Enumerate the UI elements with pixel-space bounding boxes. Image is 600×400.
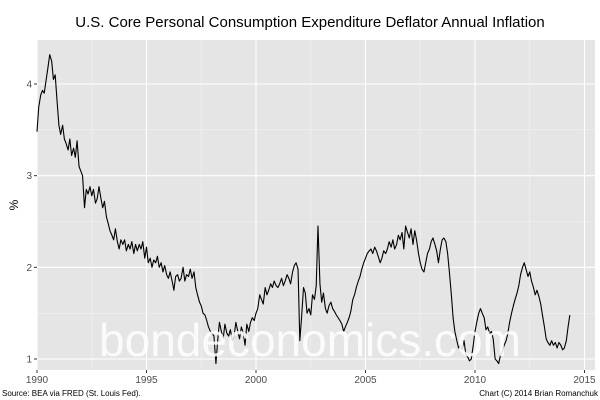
watermark-text: bondeconomics.com	[99, 314, 521, 366]
y-tick-label: 1	[26, 355, 32, 366]
chart-title: U.S. Core Personal Consumption Expenditu…	[75, 14, 544, 31]
x-tick-label: 2015	[573, 375, 596, 386]
plot-panel	[37, 40, 595, 370]
x-tick-label: 1995	[135, 375, 158, 386]
y-tick-label: 2	[26, 263, 32, 274]
x-tick-labels: 1990 1995 2000 2005 2010 2015	[26, 370, 596, 386]
y-tick-label: 3	[26, 171, 32, 182]
credit-note: Chart (C) 2014 Brian Romanchuk	[479, 389, 599, 398]
source-note: Source: BEA via FRED (St. Louis Fed).	[2, 389, 141, 398]
x-tick-label: 1990	[26, 375, 49, 386]
y-tick-labels: 1 2 3 4	[26, 80, 37, 366]
series-line	[36, 54, 571, 365]
series-layer	[36, 54, 571, 365]
y-axis-label: %	[7, 199, 21, 210]
y-tick-label: 4	[26, 80, 32, 91]
x-tick-label: 2000	[245, 375, 268, 386]
x-tick-label: 2005	[354, 375, 377, 386]
x-tick-label: 2010	[464, 375, 487, 386]
